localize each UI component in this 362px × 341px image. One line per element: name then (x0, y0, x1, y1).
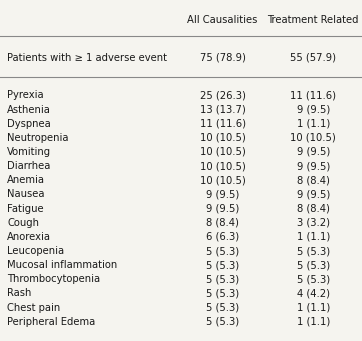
Text: Dyspnea: Dyspnea (7, 119, 51, 129)
Text: Anorexia: Anorexia (7, 232, 51, 242)
Text: 10 (10.5): 10 (10.5) (290, 133, 336, 143)
Text: 5 (5.3): 5 (5.3) (206, 288, 239, 298)
Text: Rash: Rash (7, 288, 31, 298)
Text: 5 (5.3): 5 (5.3) (296, 246, 330, 256)
Text: Fatigue: Fatigue (7, 204, 44, 213)
Text: Leucopenia: Leucopenia (7, 246, 64, 256)
Text: 11 (11.6): 11 (11.6) (290, 90, 336, 100)
Text: 5 (5.3): 5 (5.3) (206, 260, 239, 270)
Text: 75 (78.9): 75 (78.9) (200, 53, 245, 63)
Text: Mucosal inflammation: Mucosal inflammation (7, 260, 118, 270)
Text: 10 (10.5): 10 (10.5) (200, 175, 245, 185)
Text: 11 (11.6): 11 (11.6) (199, 119, 246, 129)
Text: 9 (9.5): 9 (9.5) (206, 204, 239, 213)
Text: 5 (5.3): 5 (5.3) (206, 246, 239, 256)
Text: 25 (26.3): 25 (26.3) (200, 90, 245, 100)
Text: 9 (9.5): 9 (9.5) (206, 190, 239, 199)
Text: 55 (57.9): 55 (57.9) (290, 53, 336, 63)
Text: 5 (5.3): 5 (5.3) (206, 274, 239, 284)
Text: 8 (8.4): 8 (8.4) (297, 204, 329, 213)
Text: All Causalities: All Causalities (188, 15, 258, 25)
Text: 10 (10.5): 10 (10.5) (200, 133, 245, 143)
Text: Nausea: Nausea (7, 190, 45, 199)
Text: 13 (13.7): 13 (13.7) (200, 104, 245, 115)
Text: 9 (9.5): 9 (9.5) (296, 104, 330, 115)
Text: 1 (1.1): 1 (1.1) (296, 317, 330, 327)
Text: Patients with ≥ 1 adverse event: Patients with ≥ 1 adverse event (7, 53, 167, 63)
Text: 1 (1.1): 1 (1.1) (296, 119, 330, 129)
Text: Treatment Related: Treatment Related (268, 15, 359, 25)
Text: Asthenia: Asthenia (7, 104, 51, 115)
Text: 8 (8.4): 8 (8.4) (297, 175, 329, 185)
Text: 9 (9.5): 9 (9.5) (296, 161, 330, 171)
Text: 9 (9.5): 9 (9.5) (296, 147, 330, 157)
Text: 10 (10.5): 10 (10.5) (200, 161, 245, 171)
Text: Peripheral Edema: Peripheral Edema (7, 317, 96, 327)
Text: 5 (5.3): 5 (5.3) (296, 260, 330, 270)
Text: Anemia: Anemia (7, 175, 45, 185)
Text: 3 (3.2): 3 (3.2) (296, 218, 330, 228)
Text: Vomiting: Vomiting (7, 147, 51, 157)
Text: 9 (9.5): 9 (9.5) (296, 190, 330, 199)
Text: 6 (6.3): 6 (6.3) (206, 232, 239, 242)
Text: Cough: Cough (7, 218, 39, 228)
Text: 8 (8.4): 8 (8.4) (206, 218, 239, 228)
Text: 1 (1.1): 1 (1.1) (296, 232, 330, 242)
Text: 1 (1.1): 1 (1.1) (296, 303, 330, 313)
Text: 10 (10.5): 10 (10.5) (200, 147, 245, 157)
Text: Neutropenia: Neutropenia (7, 133, 69, 143)
Text: 5 (5.3): 5 (5.3) (296, 274, 330, 284)
Text: 5 (5.3): 5 (5.3) (206, 303, 239, 313)
Text: Thrombocytopenia: Thrombocytopenia (7, 274, 100, 284)
Text: Diarrhea: Diarrhea (7, 161, 51, 171)
Text: Chest pain: Chest pain (7, 303, 60, 313)
Text: 4 (4.2): 4 (4.2) (296, 288, 330, 298)
Text: 5 (5.3): 5 (5.3) (206, 317, 239, 327)
Text: Pyrexia: Pyrexia (7, 90, 44, 100)
